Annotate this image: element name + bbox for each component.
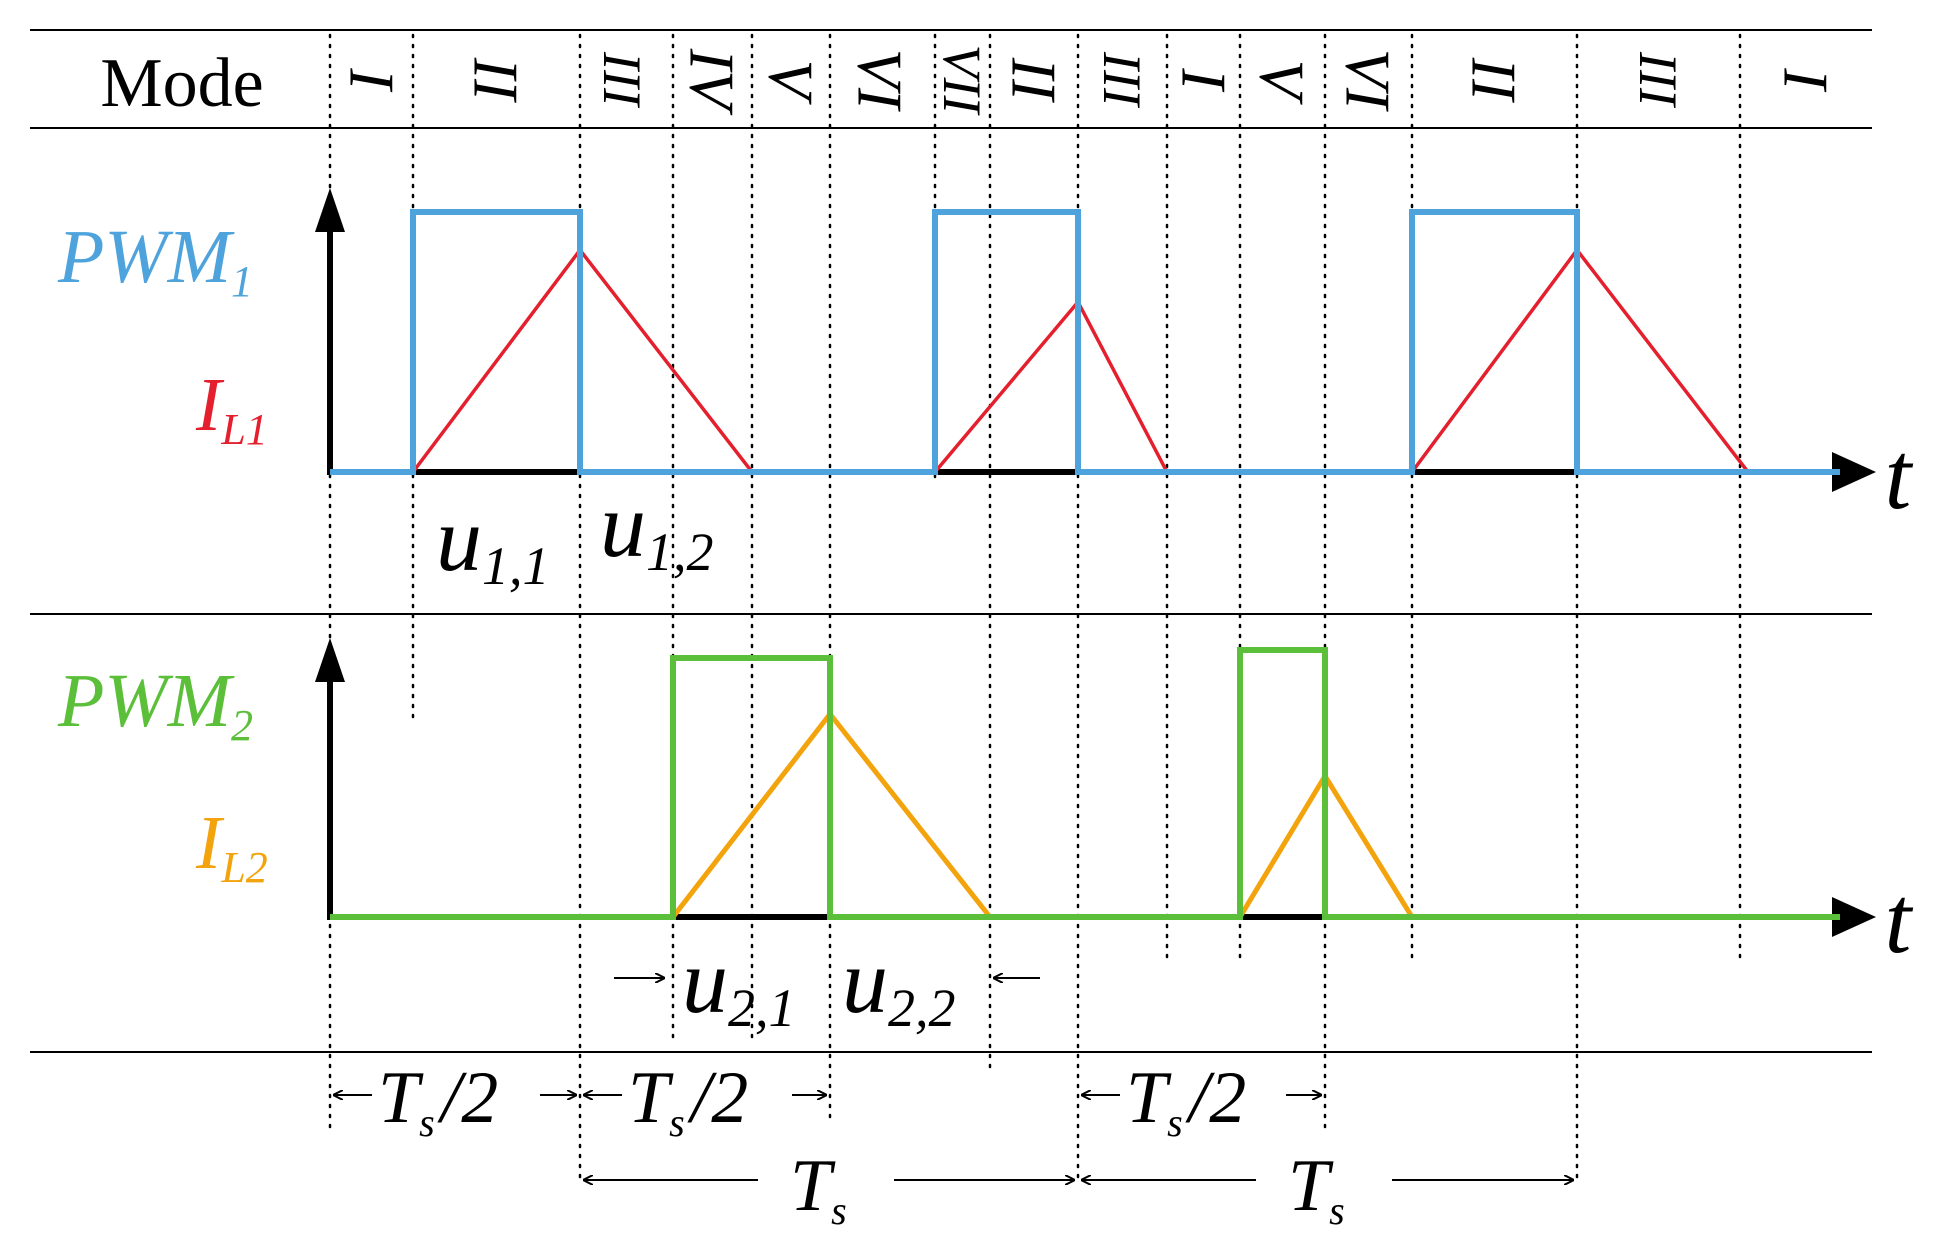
channel-2-current-waveform bbox=[330, 709, 1840, 920]
u22-label: u2,2 bbox=[842, 930, 956, 1038]
u12-label: u1,2 bbox=[600, 474, 714, 582]
channel-2-plot bbox=[315, 638, 1876, 937]
mode-numeral: II bbox=[999, 57, 1070, 103]
mode-numeral: II bbox=[461, 57, 532, 103]
mode-numeral: III bbox=[592, 51, 652, 109]
time-axis-label-2: t bbox=[1885, 866, 1914, 973]
channel-1-time-arrow bbox=[1832, 452, 1876, 492]
mode-numeral: I bbox=[1771, 67, 1842, 92]
il2-label: IL2 bbox=[195, 801, 268, 892]
half-period-label-2: Ts/2 bbox=[628, 1057, 748, 1145]
mode-numeral: II bbox=[1459, 57, 1530, 103]
channel-2-y-arrow bbox=[315, 638, 345, 682]
u11-label: u1,1 bbox=[436, 488, 550, 596]
mode-numeral: V bbox=[756, 59, 827, 105]
time-axis-label-1: t bbox=[1885, 422, 1914, 529]
mode-numeral: VI bbox=[845, 49, 916, 112]
mode-numeral: III bbox=[1092, 51, 1152, 109]
mode-numeral: I bbox=[337, 67, 408, 92]
mode-label: Mode bbox=[100, 45, 263, 122]
channel-2-time-arrow bbox=[1832, 897, 1876, 937]
period-label-2: Ts bbox=[1288, 1145, 1345, 1233]
channel-1-y-arrow bbox=[315, 188, 345, 232]
pwm1-label: PWM1 bbox=[57, 215, 253, 306]
mode-labels: I II III IV V VI VII II III I V VI II III I bbox=[337, 45, 1842, 117]
separator-lines bbox=[30, 29, 1872, 1053]
u21-label: u2,1 bbox=[682, 930, 796, 1038]
channel-1-current-waveform bbox=[330, 247, 1840, 474]
il1-label: IL1 bbox=[195, 363, 268, 454]
pwm2-label: PWM2 bbox=[57, 659, 253, 750]
mode-numeral: V bbox=[1247, 59, 1318, 105]
mode-boundaries bbox=[328, 33, 1742, 1182]
mode-numeral: VI bbox=[1333, 49, 1404, 112]
half-period-label-1: Ts/2 bbox=[378, 1057, 498, 1145]
mode-numeral: I bbox=[1169, 67, 1240, 92]
channel-1-pwm-waveform bbox=[330, 209, 1840, 475]
mode-numeral: III bbox=[1628, 51, 1688, 109]
period-label-1: Ts bbox=[790, 1145, 847, 1233]
mode-numeral: VII bbox=[932, 45, 992, 117]
half-period-label-3: Ts/2 bbox=[1126, 1057, 1246, 1145]
channel-1-plot bbox=[315, 188, 1876, 492]
mode-numeral: IV bbox=[677, 48, 748, 116]
channel-2-pwm-waveform bbox=[330, 647, 1840, 920]
